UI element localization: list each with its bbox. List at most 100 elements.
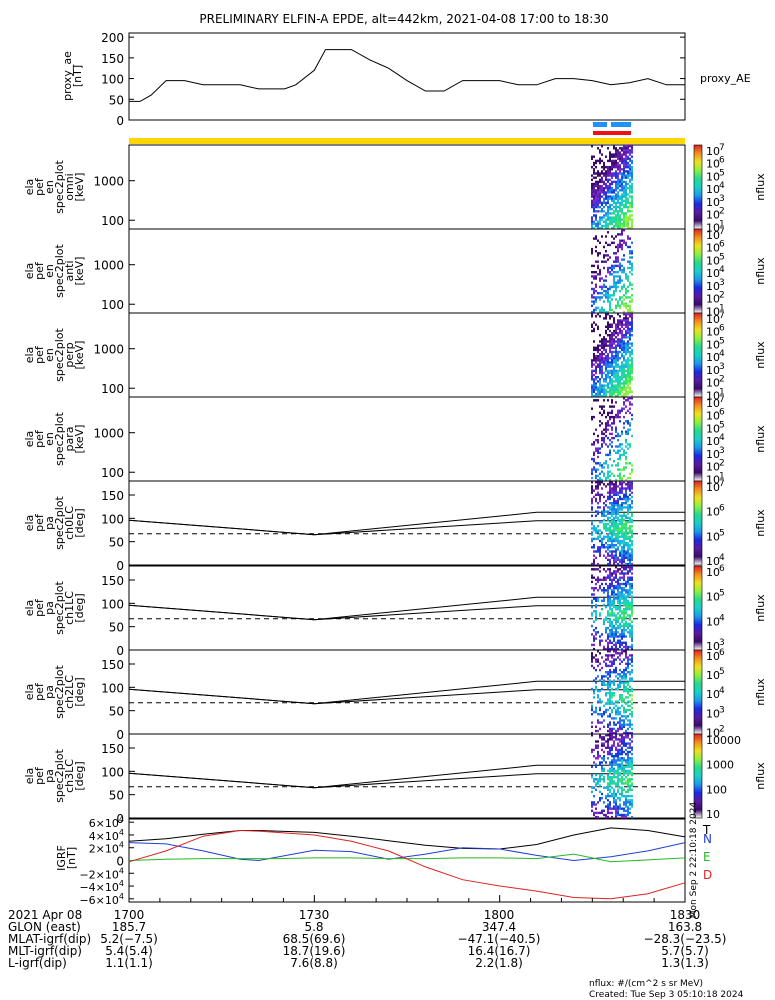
spec-cell — [625, 399, 627, 402]
spec-cell — [605, 460, 607, 463]
spec-cell — [611, 541, 613, 545]
spec-cell — [625, 373, 627, 377]
spec-cell — [593, 441, 595, 444]
spec-cell — [631, 390, 633, 394]
spec-cell — [613, 626, 615, 630]
spec-cell — [605, 365, 607, 368]
spec-cell — [611, 441, 613, 444]
spec-cell — [625, 744, 627, 747]
spec-cell — [601, 277, 603, 280]
spec-cell — [623, 765, 625, 768]
spec-cell — [615, 493, 617, 496]
spec-cell — [625, 289, 627, 293]
spec-cell — [607, 603, 609, 607]
spec-cell — [595, 811, 597, 815]
spec-cell — [605, 289, 607, 293]
spec-cell — [613, 252, 615, 255]
spec-cell — [597, 485, 599, 488]
spec-cell — [629, 719, 631, 722]
spec-cell — [627, 210, 629, 213]
spec-cell — [607, 685, 609, 689]
spec-cell — [593, 803, 595, 806]
spec-cell — [613, 727, 615, 731]
spec-cell — [593, 560, 595, 564]
spec-cell — [625, 149, 627, 152]
spec-cell — [595, 382, 597, 385]
spec-cell — [599, 197, 601, 200]
spec-cell — [611, 172, 613, 175]
spec-cell — [617, 516, 619, 520]
spec-cell — [621, 566, 623, 569]
spec-ytick-label: 150 — [101, 742, 124, 756]
spec-cell — [621, 560, 623, 564]
spec-ytick-label: 100 — [101, 681, 124, 695]
spec-cell — [593, 629, 595, 632]
spec-cell — [617, 451, 619, 454]
spec-cell — [597, 350, 599, 354]
spec-cell — [615, 535, 617, 538]
spec-cell — [607, 294, 609, 297]
spec-cell — [627, 245, 629, 249]
spec-cell — [625, 151, 627, 154]
spec-cell — [597, 355, 599, 358]
spec-cell — [623, 342, 625, 345]
spec-cell — [601, 765, 603, 768]
loss-cone-line — [128, 519, 685, 536]
spec-ytick-label: 100 — [101, 382, 124, 396]
spec-ytick-label: 0 — [116, 559, 124, 573]
spec-cell — [597, 694, 599, 697]
spec-cell — [625, 325, 627, 328]
spec-cell — [607, 687, 609, 691]
spec-cell — [623, 502, 625, 505]
spec-cell — [603, 599, 605, 602]
spec-cell — [631, 468, 633, 471]
spec5-ylabel-line: spec2plot — [53, 581, 66, 635]
spec-cell — [603, 780, 605, 783]
spec-cell — [629, 608, 631, 611]
spec-cell — [597, 658, 599, 661]
spec-cell — [623, 407, 625, 410]
spec-cell — [625, 197, 627, 200]
spec-cell — [607, 231, 609, 234]
spec-cell — [609, 631, 611, 634]
spec-cell — [623, 767, 625, 770]
spec-cell — [605, 786, 607, 789]
spec-cell — [609, 371, 611, 375]
spec-cell — [631, 643, 633, 647]
spec-cell — [601, 700, 603, 703]
spec-cell — [623, 174, 625, 177]
spec-cell — [607, 466, 609, 469]
spec-cell — [631, 170, 633, 173]
spec-cell — [625, 363, 627, 366]
spec-cell — [599, 472, 601, 475]
spec-cell — [601, 226, 603, 230]
spec-cell — [597, 568, 599, 571]
spec-cell — [601, 342, 603, 345]
spec-cell — [609, 650, 611, 653]
ephemeris-cell: 1730 — [299, 908, 330, 922]
spec-cell — [623, 715, 625, 718]
spec-cell — [597, 512, 599, 515]
spec-cell — [597, 434, 599, 438]
spec-cell — [609, 315, 611, 318]
spec-cell — [609, 780, 611, 783]
spec-cell — [623, 710, 625, 714]
spec-cell — [605, 285, 607, 289]
spec-cell — [607, 453, 609, 457]
spec-cell — [611, 815, 613, 819]
spec-cell — [609, 696, 611, 699]
spec-cell — [623, 195, 625, 198]
spec-cell — [611, 168, 613, 171]
spec-cell — [599, 159, 601, 163]
spec-cell — [597, 203, 599, 207]
colorbar-tick-exp: 7 — [719, 227, 725, 237]
spec-cell — [613, 692, 615, 695]
colorbar-tick-base: 10 — [706, 448, 720, 461]
spec-cell — [601, 608, 603, 611]
spec-cell — [627, 576, 629, 579]
spec-cell — [625, 710, 627, 714]
spec-cell — [631, 778, 633, 781]
spec-cell — [591, 193, 593, 196]
spec-cell — [625, 329, 627, 333]
spec-cell — [605, 340, 607, 343]
